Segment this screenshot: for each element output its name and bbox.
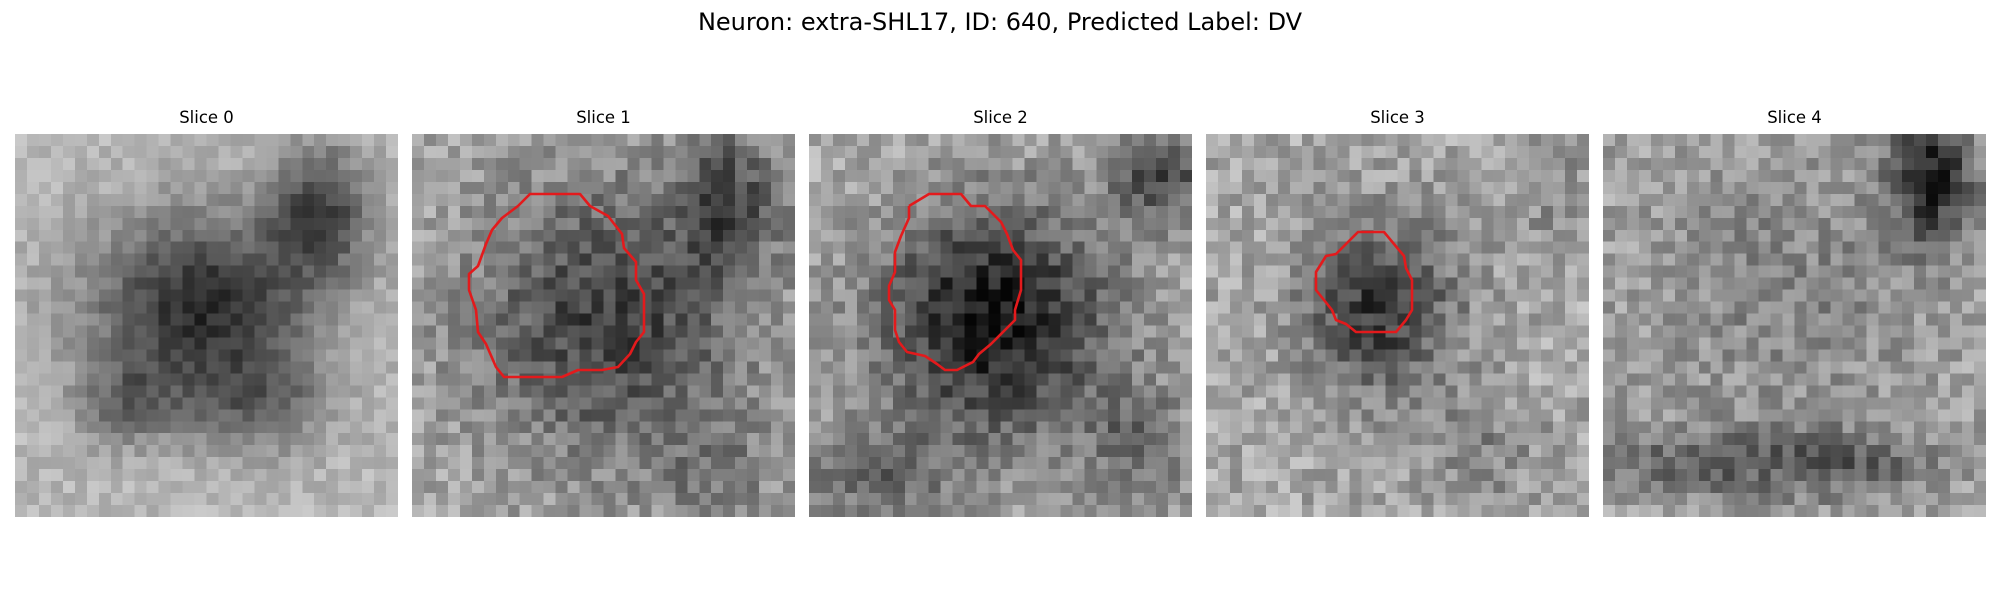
slice-panel-1: Slice 1 [412,108,795,517]
slice-image [1206,134,1589,517]
slice-image [809,134,1192,517]
slice-panel-4: Slice 4 [1603,108,1986,517]
slice-image [1603,134,1986,517]
slice-panel-3: Slice 3 [1206,108,1589,517]
slice-title: Slice 3 [1370,108,1425,127]
slice-panel-2: Slice 2 [809,108,1192,517]
slice-image [412,134,795,517]
slice-title: Slice 0 [179,108,234,127]
slice-title: Slice 1 [576,108,631,127]
slice-panel-0: Slice 0 [15,108,398,517]
slice-image [15,134,398,517]
figure-title: Neuron: extra-SHL17, ID: 640, Predicted … [697,8,1303,36]
slice-title: Slice 2 [973,108,1028,127]
slice-title: Slice 4 [1767,108,1822,127]
